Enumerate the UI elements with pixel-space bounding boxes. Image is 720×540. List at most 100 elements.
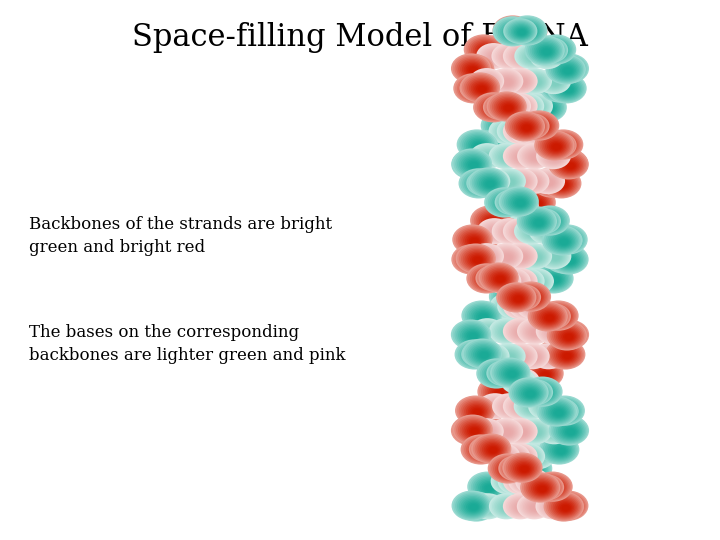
Circle shape xyxy=(507,290,528,306)
Circle shape xyxy=(551,55,588,83)
Circle shape xyxy=(481,478,507,497)
Circle shape xyxy=(470,162,478,168)
Circle shape xyxy=(481,214,502,230)
Circle shape xyxy=(492,295,522,318)
Circle shape xyxy=(509,273,533,291)
Circle shape xyxy=(544,177,562,190)
Circle shape xyxy=(563,160,577,171)
Circle shape xyxy=(499,198,513,209)
Circle shape xyxy=(503,368,538,394)
Circle shape xyxy=(513,25,530,38)
Circle shape xyxy=(526,92,567,123)
Circle shape xyxy=(531,504,541,511)
Circle shape xyxy=(553,323,585,347)
Circle shape xyxy=(517,29,527,36)
Circle shape xyxy=(498,383,526,403)
Circle shape xyxy=(499,370,511,379)
Circle shape xyxy=(563,353,571,359)
Circle shape xyxy=(505,319,536,343)
Circle shape xyxy=(507,180,514,185)
Circle shape xyxy=(481,395,510,417)
Circle shape xyxy=(506,246,535,267)
Circle shape xyxy=(486,225,505,239)
Circle shape xyxy=(562,330,577,342)
Circle shape xyxy=(467,64,485,77)
Circle shape xyxy=(503,393,538,420)
Circle shape xyxy=(503,193,537,219)
Circle shape xyxy=(462,231,485,249)
Circle shape xyxy=(487,353,500,362)
Circle shape xyxy=(521,196,539,210)
Circle shape xyxy=(489,94,521,118)
Circle shape xyxy=(513,21,543,43)
Circle shape xyxy=(481,502,497,513)
Circle shape xyxy=(484,100,505,116)
Circle shape xyxy=(531,167,572,198)
Circle shape xyxy=(520,26,538,39)
Circle shape xyxy=(510,224,531,240)
Circle shape xyxy=(530,467,538,473)
Circle shape xyxy=(518,355,526,360)
Circle shape xyxy=(523,50,542,64)
Circle shape xyxy=(485,175,503,189)
Circle shape xyxy=(474,247,500,267)
Circle shape xyxy=(478,439,505,460)
Circle shape xyxy=(540,350,559,364)
Circle shape xyxy=(464,500,485,515)
Circle shape xyxy=(523,125,531,131)
Circle shape xyxy=(500,103,513,112)
Circle shape xyxy=(513,377,526,387)
Circle shape xyxy=(464,232,487,249)
Circle shape xyxy=(514,26,529,38)
Circle shape xyxy=(527,250,545,264)
Circle shape xyxy=(503,453,543,483)
Circle shape xyxy=(478,480,499,495)
Circle shape xyxy=(495,372,503,378)
Circle shape xyxy=(535,220,543,226)
Circle shape xyxy=(537,495,569,518)
Circle shape xyxy=(472,403,496,421)
Circle shape xyxy=(491,43,526,69)
Circle shape xyxy=(561,84,575,95)
Circle shape xyxy=(459,326,485,346)
Circle shape xyxy=(565,428,573,434)
Circle shape xyxy=(514,26,529,38)
Circle shape xyxy=(469,504,478,510)
Circle shape xyxy=(564,87,572,93)
Circle shape xyxy=(454,151,488,177)
Circle shape xyxy=(463,497,491,517)
Circle shape xyxy=(492,48,503,56)
Circle shape xyxy=(547,78,575,98)
Circle shape xyxy=(480,76,495,88)
Circle shape xyxy=(516,253,528,262)
Circle shape xyxy=(492,421,521,442)
Circle shape xyxy=(564,503,576,511)
Circle shape xyxy=(518,379,528,386)
Circle shape xyxy=(548,48,557,55)
Circle shape xyxy=(531,304,565,329)
Circle shape xyxy=(495,17,531,44)
Circle shape xyxy=(469,503,481,512)
Circle shape xyxy=(542,176,563,191)
Circle shape xyxy=(469,243,504,269)
Circle shape xyxy=(480,151,496,163)
Circle shape xyxy=(515,168,549,194)
Circle shape xyxy=(562,158,579,172)
Circle shape xyxy=(494,389,505,397)
Circle shape xyxy=(510,457,541,480)
Circle shape xyxy=(514,502,529,513)
Circle shape xyxy=(512,199,533,215)
Circle shape xyxy=(503,68,538,94)
Circle shape xyxy=(505,403,517,412)
Circle shape xyxy=(521,296,547,316)
Circle shape xyxy=(489,118,523,144)
Circle shape xyxy=(473,86,483,93)
Circle shape xyxy=(514,21,542,42)
Circle shape xyxy=(471,68,477,73)
Circle shape xyxy=(536,372,542,377)
Circle shape xyxy=(511,458,540,480)
Circle shape xyxy=(510,499,531,515)
Circle shape xyxy=(567,333,575,339)
Circle shape xyxy=(532,436,566,462)
Circle shape xyxy=(557,155,581,173)
